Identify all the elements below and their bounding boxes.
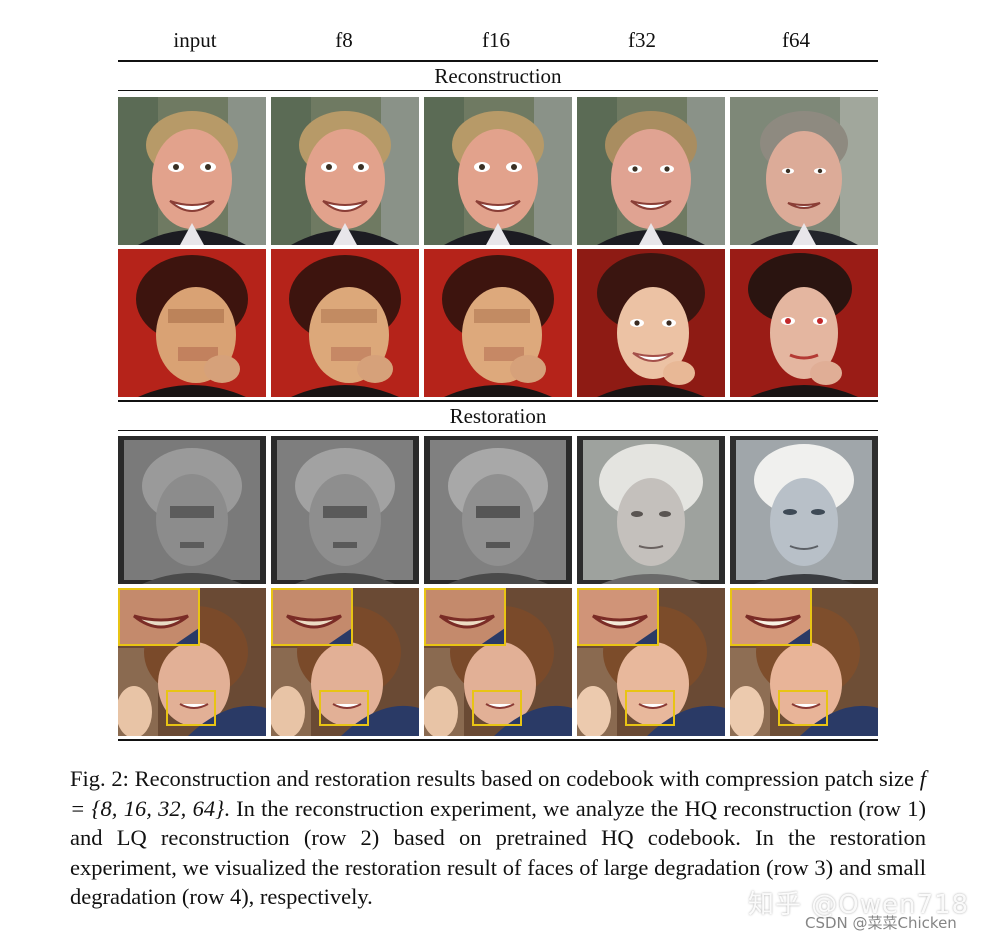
section-label-reconstruction: Reconstruction bbox=[434, 64, 562, 88]
row1-f8-image bbox=[271, 97, 419, 245]
row3-f64-image bbox=[730, 436, 878, 584]
column-header-input: input bbox=[173, 28, 217, 52]
row4-f16-image bbox=[424, 588, 572, 736]
row4-f8-image bbox=[271, 588, 419, 736]
column-header-f64: f64 bbox=[782, 28, 810, 52]
row1-f32-image bbox=[577, 97, 725, 245]
caption-tail: . In the reconstruction experiment, we a… bbox=[70, 795, 926, 910]
row4-f64-inset bbox=[730, 588, 812, 646]
row4-f32-inset bbox=[577, 588, 659, 646]
row1-f16-image bbox=[424, 97, 572, 245]
watermark-zhihu: 知乎 @Owen718 bbox=[748, 890, 970, 920]
row2-f64-image bbox=[730, 249, 878, 397]
row4-input-inset bbox=[118, 588, 200, 646]
row4-f8-zoom-box bbox=[319, 690, 369, 726]
row3-f32-image bbox=[577, 436, 725, 584]
row2-input-image bbox=[118, 249, 266, 397]
caption-math: f = {8, 16, 32, 64} bbox=[70, 766, 926, 821]
row4-f16-zoom-box bbox=[472, 690, 522, 726]
row4-f64-image bbox=[730, 588, 878, 736]
section-label-restoration: Restoration bbox=[449, 404, 547, 428]
row2-f8-image bbox=[271, 249, 419, 397]
column-header-f32: f32 bbox=[628, 28, 656, 52]
row1-input-image bbox=[118, 97, 266, 245]
figure-caption: Fig. 2: Reconstruction and restoration r… bbox=[70, 764, 926, 912]
bottom-rule bbox=[118, 739, 878, 741]
row4-f64-zoom-box bbox=[778, 690, 828, 726]
row4-f16-inset bbox=[424, 588, 506, 646]
row4-input-image bbox=[118, 588, 266, 736]
caption-lead: Fig. 2: Reconstruction and restoration r… bbox=[70, 766, 920, 791]
restoration-rule bbox=[118, 430, 878, 431]
reconstruction-rule bbox=[118, 90, 878, 91]
row4-input-zoom-box bbox=[166, 690, 216, 726]
restoration-top-rule bbox=[118, 400, 878, 402]
row1-f64-image bbox=[730, 97, 878, 245]
row3-f8-image bbox=[271, 436, 419, 584]
row3-input-image bbox=[118, 436, 266, 584]
column-header-f16: f16 bbox=[482, 28, 510, 52]
row2-f32-image bbox=[577, 249, 725, 397]
row2-f16-image bbox=[424, 249, 572, 397]
watermark-csdn: CSDN @菜菜Chicken bbox=[805, 914, 957, 932]
row3-f16-image bbox=[424, 436, 572, 584]
row4-f32-image bbox=[577, 588, 725, 736]
top-rule bbox=[118, 60, 878, 62]
row4-f8-inset bbox=[271, 588, 353, 646]
row4-f32-zoom-box bbox=[625, 690, 675, 726]
column-header-f8: f8 bbox=[335, 28, 353, 52]
